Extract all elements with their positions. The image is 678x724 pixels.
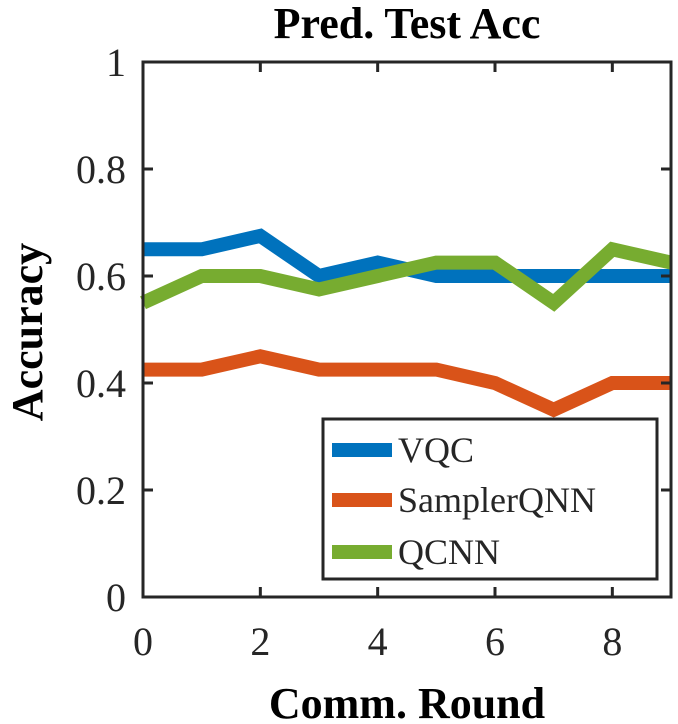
x-tick-label: 2 — [250, 619, 270, 664]
x-axis-label: Comm. Round — [269, 679, 545, 724]
y-tick-label: 1 — [106, 40, 126, 85]
x-tick-label: 0 — [133, 619, 153, 664]
tick-layer: 0 2 4 6 8 0 0.2 0.4 0.6 0.8 1 — [76, 40, 671, 664]
x-tick-label: 4 — [368, 619, 388, 664]
legend: VQC SamplerQNN QCNN — [321, 417, 659, 581]
y-tick-label: 0.6 — [76, 254, 126, 299]
y-tick-label: 0 — [106, 575, 126, 620]
y-tick-label: 0.2 — [76, 468, 126, 513]
series-line-qcnn — [140, 241, 673, 312]
x-tick-label: 8 — [602, 619, 622, 664]
series-layer — [140, 228, 673, 418]
y-tick-label: 0.8 — [76, 147, 126, 192]
plot-area-frame — [141, 60, 673, 599]
legend-label-qcnn: QCNN — [398, 532, 500, 572]
series-line-samplerqnn — [143, 349, 671, 418]
chart-title: Pred. Test Acc — [274, 0, 541, 48]
y-axis-label: Accuracy — [3, 243, 52, 421]
x-tick-label: 6 — [485, 619, 505, 664]
y-tick-label: 0.4 — [76, 361, 126, 406]
legend-label-vqc: VQC — [398, 430, 474, 470]
legend-label-samplerqnn: SamplerQNN — [398, 480, 596, 520]
